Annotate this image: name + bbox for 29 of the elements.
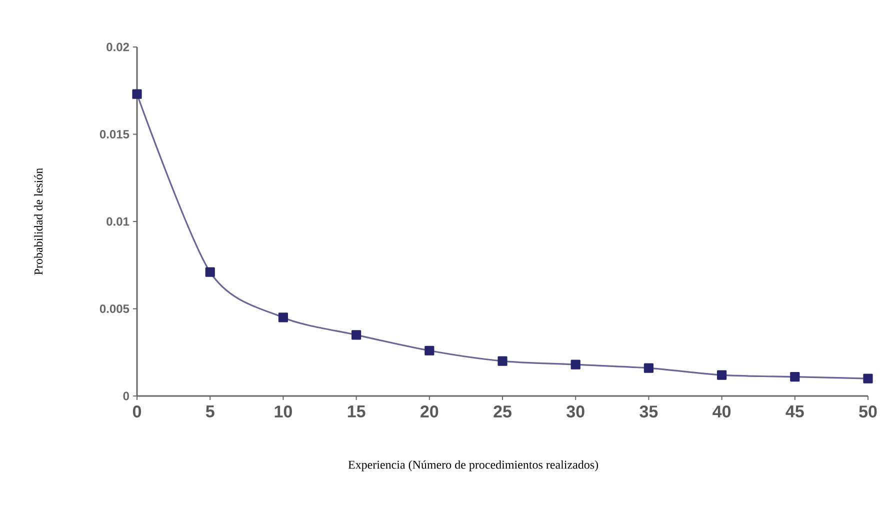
point [132,89,142,99]
x-tick-label: 10 [274,406,292,418]
y-tick-label: 0.02 [106,42,129,52]
point [863,374,873,384]
point [644,363,654,373]
x-tick-label: 5 [206,406,214,418]
point [205,267,215,277]
x-tick-label: 15 [348,406,366,418]
x-tick-label: 0 [132,406,142,418]
x-tick-label: 40 [712,406,731,418]
x-tick-label: 50 [859,406,877,418]
point [716,370,727,380]
x-axis-title: Experiencia (Número de procedimientos realizados) [348,460,598,472]
point [570,360,580,370]
point [278,312,288,322]
x-tick-label: 30 [566,406,584,418]
x-tick-label: 25 [494,406,512,418]
y-tick-label: 0 [123,392,129,400]
x-tick-label: 20 [420,406,438,418]
point [424,346,434,356]
y-tick-label: 0.005 [100,304,130,313]
y-tick-label: 0.015 [100,130,130,138]
point [498,356,508,366]
point [790,372,800,382]
y-tick-label: 0.01 [106,217,130,226]
y-axis-title: Probabilidad de lesión [34,168,43,275]
x-tick-label: 45 [786,406,804,418]
point [352,330,362,340]
x-tick-label: 35 [640,406,658,418]
